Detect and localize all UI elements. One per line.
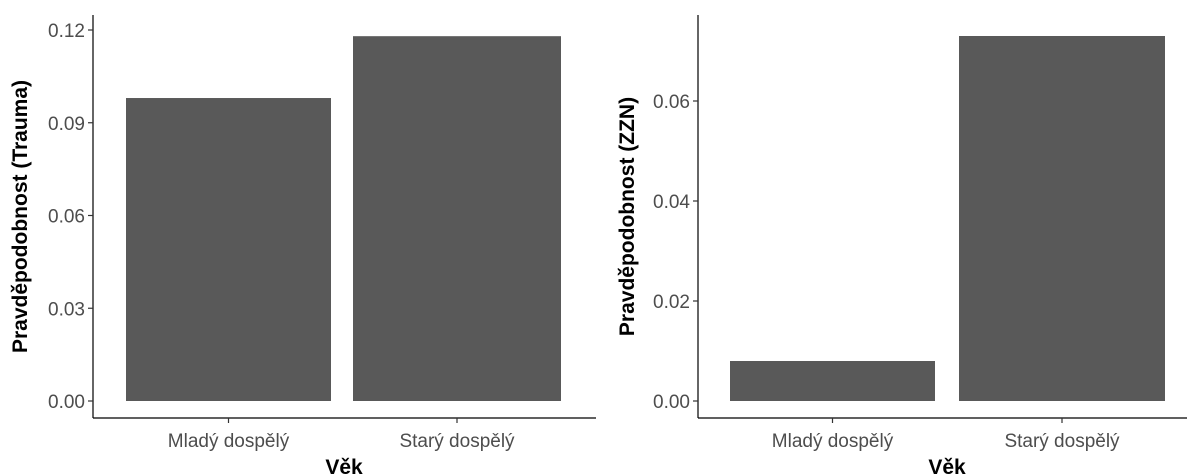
chart-zzn: 0.00 0.02 0.04 0.06 Mladý dospělý Starý dospě… bbox=[616, 15, 1187, 476]
y-tick-label: 0.06 bbox=[653, 92, 690, 113]
y-axis-title: Pravděpodobnost (ZZN) bbox=[616, 97, 639, 336]
bar-1 bbox=[959, 36, 1165, 401]
x-tick-label: Mladý dospělý bbox=[772, 431, 894, 452]
y-tick-label: 0.02 bbox=[653, 292, 690, 313]
chart-trauma: 0.00 0.03 0.06 0.09 0.12 Mladý dospělý Starý d… bbox=[9, 15, 596, 476]
y-tick-label: 0.00 bbox=[48, 392, 85, 413]
y-tick-label: 0.12 bbox=[48, 21, 85, 42]
y-tick-label: 0.06 bbox=[48, 207, 85, 228]
x-tick-label: Starý dospělý bbox=[399, 431, 515, 452]
y-tick-label: 0.04 bbox=[653, 192, 690, 213]
y-tick-label: 0.03 bbox=[48, 299, 85, 320]
x-axis-title: Věk bbox=[325, 456, 363, 476]
x-axis-title: Věk bbox=[928, 456, 966, 476]
bar-1 bbox=[353, 36, 561, 401]
x-tick-label: Starý dospělý bbox=[1004, 431, 1120, 452]
bar-0 bbox=[730, 361, 935, 401]
y-tick-label: 0.00 bbox=[653, 392, 690, 413]
bar-0 bbox=[126, 98, 331, 402]
y-axis-title: Pravděpodobnost (Trauma) bbox=[9, 80, 32, 353]
x-tick-label: Mladý dospělý bbox=[168, 431, 290, 452]
y-tick-label: 0.09 bbox=[48, 114, 85, 135]
